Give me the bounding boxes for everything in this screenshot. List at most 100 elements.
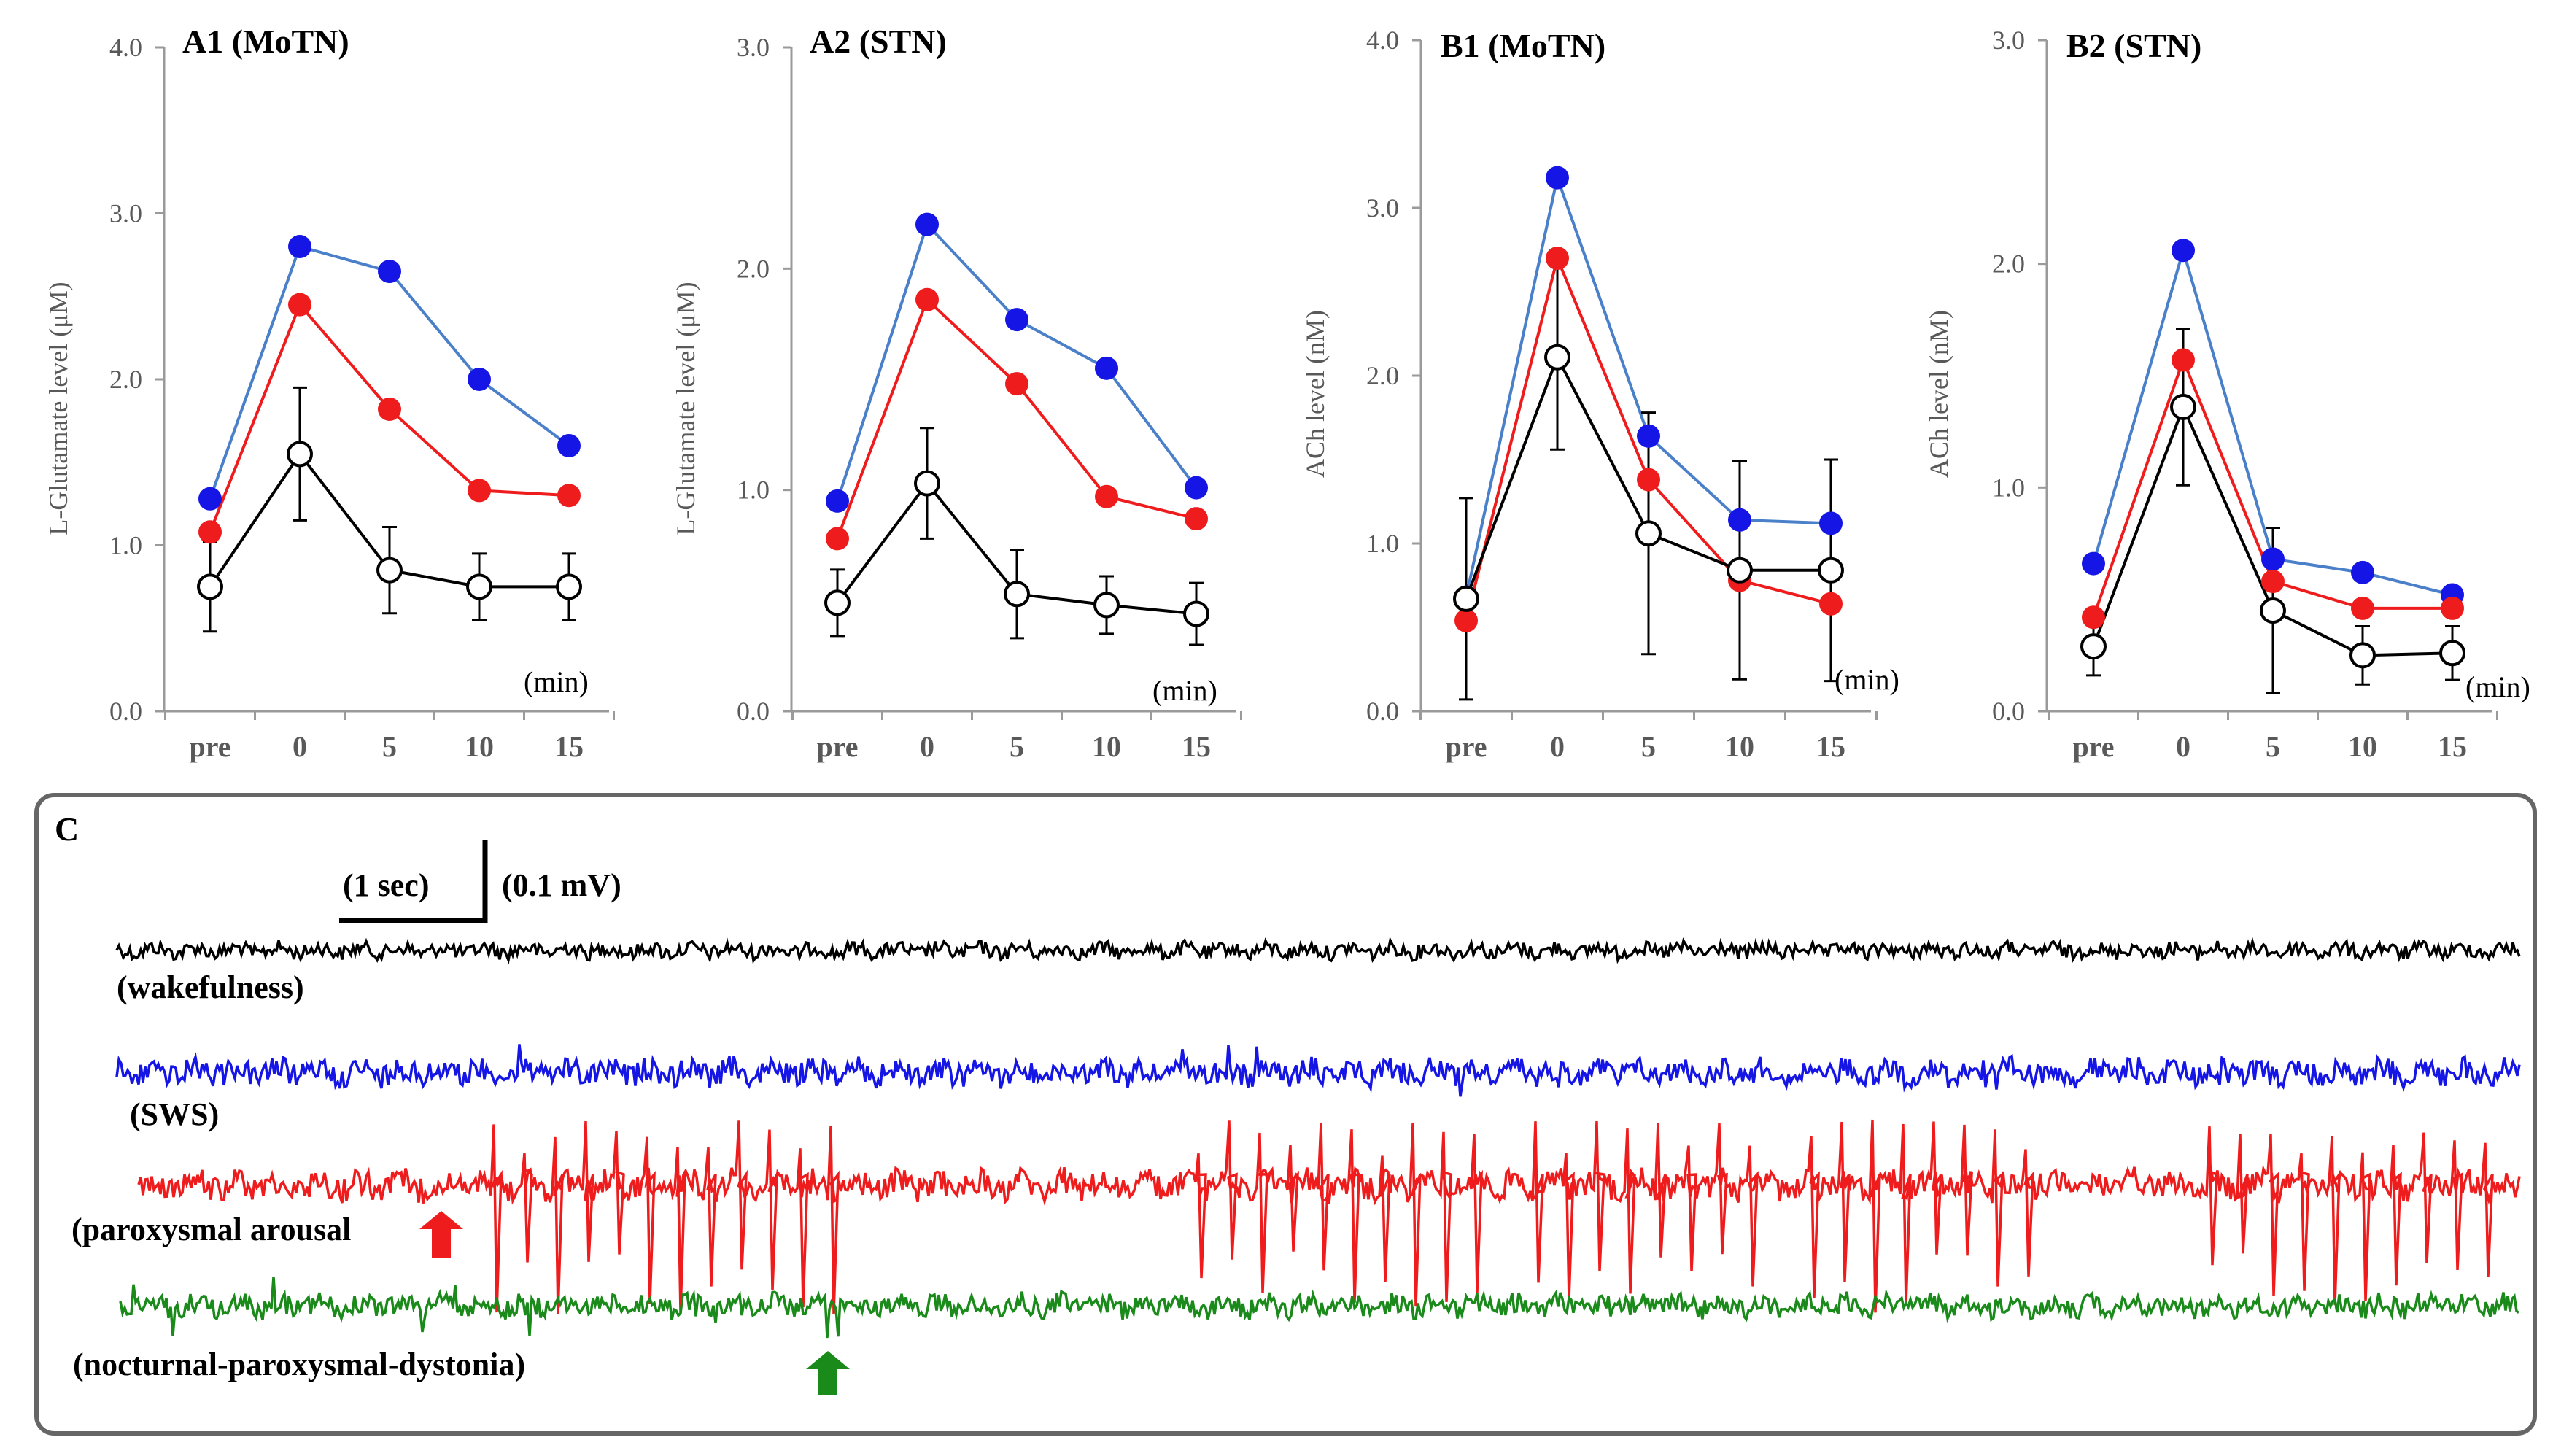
scale-voltage-label: (0.1 mV) [502, 867, 621, 903]
y-tick-label: 3.0 [109, 199, 142, 228]
data-point-blue [2082, 551, 2105, 576]
x-tick-label: 10 [1725, 730, 1754, 763]
x-tick-label: 15 [554, 730, 584, 763]
data-point-red [1095, 484, 1118, 508]
data-point-red [1185, 507, 1208, 531]
y-tick-label: 0.0 [109, 697, 142, 726]
data-point-open [2260, 597, 2286, 624]
data-point-blue [1728, 508, 1751, 532]
scale-time-label: (1 sec) [343, 867, 430, 903]
data-point-blue [2261, 547, 2285, 571]
data-point-blue [1005, 308, 1028, 332]
chart-panel-b1: B1 (MoTN) ACh level (nM) (min) 0.0 1.0 2.0… [1301, 26, 1899, 763]
data-point-red [1454, 608, 1478, 632]
data-point-blue [1819, 511, 1843, 535]
chart-panel-b2: B2 (STN) ACh level (nM) (min) 0.0 1.0 2.0 3… [1924, 26, 2530, 763]
y-tick-label: 2.0 [1366, 361, 1399, 390]
data-point-open [287, 441, 313, 468]
data-point-red [915, 287, 939, 311]
data-point-blue [2172, 239, 2195, 263]
data-point-open [2439, 640, 2465, 667]
x-tick-label: 0 [293, 730, 307, 763]
data-point-open [914, 470, 940, 497]
data-point-red [198, 520, 222, 544]
arrow-up-icon-green [806, 1351, 850, 1395]
data-point-red [2261, 570, 2285, 594]
x-tick-label: 5 [1641, 730, 1656, 763]
data-point-open [2080, 633, 2107, 660]
series-line-blue [209, 244, 570, 500]
data-point-open [466, 573, 492, 600]
data-point-open [1727, 557, 1753, 584]
data-point-blue [2351, 560, 2374, 584]
data-point-red [1005, 372, 1028, 396]
y-axis-label-b1: ACh level (nM) [1301, 310, 1330, 478]
eeg-trace-1 [115, 1044, 2521, 1097]
data-point-open [376, 557, 403, 584]
data-point-blue [288, 235, 311, 258]
trace-label-paroxysmal-arousal: (paroxysmal arousal [71, 1212, 351, 1247]
data-point-blue [198, 487, 222, 511]
y-tick-label: 1.0 [1366, 529, 1399, 558]
y-axis-label-b2: ACh level (nM) [1924, 310, 1953, 478]
x-tick-label: pre [189, 730, 230, 763]
x-tick-label: 15 [2438, 730, 2467, 763]
x-tick-label: pre [2072, 730, 2114, 763]
arrow-up-icon-red [419, 1211, 463, 1258]
panel-title-c: C [55, 810, 79, 848]
panel-c-eeg-traces: C (1 sec) (0.1 mV) (wakefulness) (SWS) (… [34, 793, 2537, 1436]
y-tick-label: 2.0 [737, 254, 770, 283]
data-point-open [1544, 344, 1570, 371]
data-point-red [2082, 605, 2105, 630]
data-point-blue [1185, 476, 1208, 500]
data-point-blue [557, 434, 581, 457]
scale-bar [339, 840, 488, 923]
y-axis-label-a2: L-Glutamate level (μM) [671, 282, 700, 535]
panel-title-a2: A2 (STN) [810, 23, 947, 60]
y-tick-label: 0.0 [1992, 697, 2025, 726]
x-tick-label: pre [1445, 730, 1487, 763]
eeg-traces [115, 936, 2521, 1339]
y-tick-label: 0.0 [1366, 697, 1399, 726]
eeg-trace-2 [137, 1119, 2521, 1314]
data-point-open [197, 573, 223, 600]
data-point-red [288, 293, 311, 317]
y-tick-label: 4.0 [109, 33, 142, 62]
data-point-open [1453, 585, 1479, 612]
data-point-blue [1637, 424, 1660, 448]
data-point-open [556, 573, 582, 600]
data-point-red [378, 397, 401, 421]
y-tick-label: 2.0 [109, 365, 142, 394]
data-point-red [557, 484, 581, 508]
data-point-blue [468, 368, 491, 391]
chart-panel-a1: A1 (MoTN) L-Glutamate level (μM) (min) 0… [44, 23, 615, 763]
data-point-red [1637, 468, 1660, 492]
data-point-blue [826, 489, 849, 513]
panel-title-b2: B2 (STN) [2066, 27, 2201, 64]
data-point-red [2351, 596, 2374, 620]
data-point-open [1093, 592, 1120, 619]
y-tick-label: 3.0 [737, 33, 770, 62]
eeg-trace-0 [115, 936, 2521, 965]
trace-label-sws: (SWS) [130, 1096, 219, 1132]
data-point-red [468, 479, 491, 503]
data-point-open [1004, 581, 1030, 608]
x-axis-unit-a2: (min) [1152, 674, 1217, 707]
panel-title-a1: A1 (MoTN) [182, 23, 349, 60]
x-axis-unit-b1: (min) [1835, 663, 1899, 696]
x-tick-label: 0 [1550, 730, 1565, 763]
x-axis-unit-a1: (min) [524, 665, 589, 698]
data-point-red [1819, 592, 1843, 616]
y-tick-label: 3.0 [1366, 193, 1399, 222]
data-point-open [2349, 642, 2376, 669]
y-axis-label-a1: L-Glutamate level (μM) [44, 282, 73, 535]
data-point-red [826, 527, 849, 551]
y-tick-label: 1.0 [109, 531, 142, 560]
data-point-red [1546, 247, 1569, 270]
panel-title-b1: B1 (MoTN) [1441, 27, 1605, 64]
x-tick-label: pre [816, 730, 858, 763]
x-tick-label: 10 [2348, 730, 2377, 763]
eeg-trace-3 [119, 1277, 2520, 1339]
x-axis-unit-b2: (min) [2465, 670, 2530, 703]
